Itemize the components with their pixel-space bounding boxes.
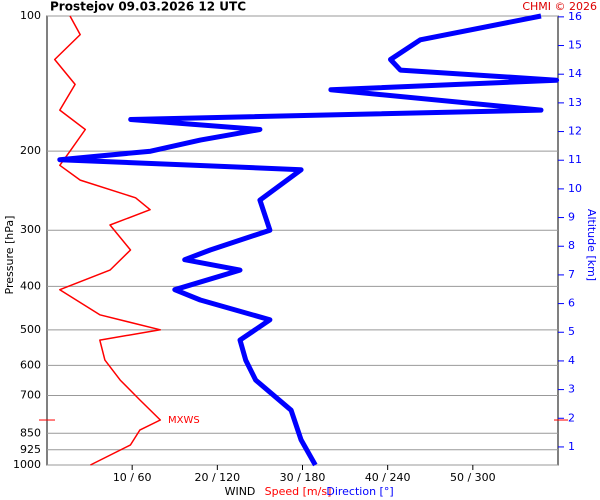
y-tick-label: 200	[20, 144, 41, 157]
y2-tick-label: 9	[568, 211, 575, 224]
y-tick-label: 700	[20, 388, 41, 401]
y2-axis-label: Altitude [km]	[585, 209, 598, 281]
x-tick-label: 30 / 180	[280, 471, 326, 484]
x-tick-label: 40 / 240	[365, 471, 411, 484]
chart-title: Prostejov 09.03.2026 12 UTC	[50, 0, 246, 14]
y2-tick-label: 14	[568, 67, 582, 80]
y2-tick-label: 5	[568, 325, 575, 338]
y2-tick-label: 2	[568, 411, 575, 424]
x-axis-label: WIND	[225, 485, 256, 498]
x-tick-label: 10 / 60	[113, 471, 152, 484]
profile-line	[57, 13, 560, 467]
x-tick-label: 20 / 120	[194, 471, 240, 484]
y-tick-label: 600	[20, 358, 41, 371]
y-tick-label: 400	[20, 279, 41, 292]
legend-entry: Speed [m/s]	[265, 485, 332, 498]
credit: CHMI © 2026	[522, 0, 597, 13]
profile-line	[53, 15, 162, 466]
annotation: MXWS	[168, 415, 200, 426]
x-tick-label: 50 / 300	[450, 471, 496, 484]
y2-tick-label: 1	[568, 440, 575, 453]
y-tick-label: 500	[20, 323, 41, 336]
y2-tick-label: 8	[568, 239, 575, 252]
legend-entry: Direction [°]	[326, 485, 393, 498]
y-tick-label: 850	[20, 426, 41, 439]
y2-tick-label: 7	[568, 268, 575, 281]
y-tick-label: 1000	[13, 458, 41, 471]
y2-tick-label: 4	[568, 354, 575, 367]
y2-tick-label: 13	[568, 96, 582, 109]
y-tick-label: 300	[20, 223, 41, 236]
y-tick-label: 100	[20, 9, 41, 22]
y-axis-label: Pressure [hPa]	[3, 216, 16, 295]
y2-tick-label: 6	[568, 297, 575, 310]
y2-tick-label: 15	[568, 39, 582, 52]
y2-tick-label: 11	[568, 153, 582, 166]
y2-tick-label: 12	[568, 125, 582, 138]
y2-tick-label: 3	[568, 383, 575, 396]
y2-tick-label: 10	[568, 182, 582, 195]
y2-tick-label: 16	[568, 10, 582, 23]
y-tick-label: 925	[20, 443, 41, 456]
